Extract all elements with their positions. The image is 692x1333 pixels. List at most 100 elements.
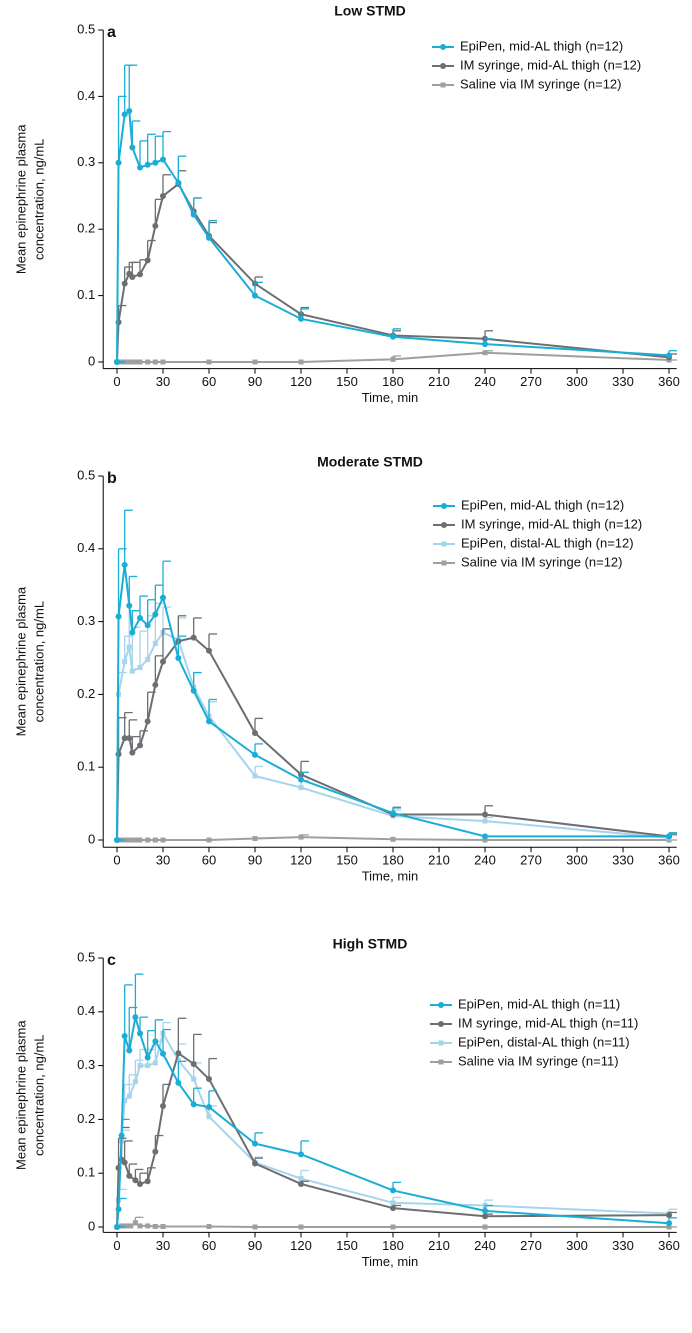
point <box>126 644 132 650</box>
y-tick-label: 0 <box>88 1218 95 1233</box>
point <box>482 1207 489 1214</box>
point <box>137 614 144 621</box>
point <box>482 341 489 348</box>
x-tick-label: 30 <box>156 853 170 868</box>
x-tick-label: 270 <box>520 1238 542 1253</box>
point <box>666 1220 673 1227</box>
y-tick-label: 0 <box>88 831 95 846</box>
series <box>114 64 678 365</box>
point <box>160 1102 167 1109</box>
legend-marker <box>441 503 447 509</box>
point <box>129 749 136 756</box>
point <box>482 1224 488 1230</box>
x-tick-label: 330 <box>612 853 634 868</box>
y-axis-label: Mean epinephrine plasma <box>13 124 28 274</box>
x-tick-label: 360 <box>658 853 680 868</box>
point <box>121 561 128 568</box>
x-tick-label: 120 <box>290 1238 312 1253</box>
point <box>160 359 166 365</box>
point <box>152 359 158 365</box>
point <box>126 1172 133 1179</box>
x-tick-label: 240 <box>474 853 496 868</box>
y-tick-label: 0.1 <box>77 287 95 302</box>
point <box>298 785 304 791</box>
point <box>190 211 197 218</box>
panel-label: b <box>107 470 117 487</box>
legend-label: Saline via IM syringe (n=11) <box>458 1053 619 1068</box>
y-axis-label: concentration, ng/mL <box>31 601 46 722</box>
legend-marker <box>438 1002 444 1008</box>
point <box>160 594 167 601</box>
point <box>145 656 151 662</box>
point <box>206 837 212 843</box>
point <box>144 1178 151 1185</box>
x-tick-label: 330 <box>612 1238 634 1253</box>
point <box>482 833 489 840</box>
point <box>115 613 122 620</box>
series <box>114 350 678 365</box>
point <box>122 659 128 665</box>
legend-label: EpiPen, mid-AL thigh (n=11) <box>458 996 620 1011</box>
point <box>137 359 143 365</box>
legend-label: IM syringe, mid-AL thigh (n=11) <box>458 1015 638 1030</box>
point <box>128 837 134 843</box>
point <box>482 811 489 818</box>
point <box>390 1200 396 1206</box>
point <box>206 1223 212 1229</box>
x-axis-label: Time, min <box>362 869 419 884</box>
point <box>175 1057 181 1063</box>
point <box>137 664 143 670</box>
point <box>206 359 212 365</box>
series <box>114 973 678 1230</box>
point <box>390 810 397 817</box>
x-tick-label: 240 <box>474 1238 496 1253</box>
y-tick-label: 0.5 <box>77 467 95 482</box>
point <box>126 602 133 609</box>
panel-label: a <box>107 24 116 41</box>
point <box>137 271 144 278</box>
x-tick-label: 240 <box>474 374 496 389</box>
point <box>144 1054 151 1061</box>
legend-marker <box>440 63 446 69</box>
x-tick-label: 120 <box>290 374 312 389</box>
point <box>252 773 258 779</box>
x-tick-label: 0 <box>113 374 120 389</box>
chart-title: Low STMD <box>334 3 406 19</box>
legend-marker <box>438 1059 444 1065</box>
point <box>132 837 138 843</box>
series-line <box>116 1016 670 1228</box>
legend-marker <box>441 522 447 528</box>
point <box>137 1223 143 1229</box>
x-tick-label: 360 <box>658 374 680 389</box>
point <box>121 1033 128 1040</box>
point <box>298 359 304 365</box>
point <box>145 1063 151 1069</box>
y-tick-label: 0.4 <box>77 540 95 555</box>
x-axis-label: Time, min <box>362 390 419 405</box>
legend-label: EpiPen, mid-AL thigh (n=12) <box>460 38 623 53</box>
point <box>126 1047 133 1054</box>
x-tick-label: 0 <box>113 1238 120 1253</box>
x-tick-label: 60 <box>202 1238 216 1253</box>
y-tick-label: 0.4 <box>77 88 95 103</box>
point <box>252 836 258 842</box>
x-tick-label: 180 <box>382 853 404 868</box>
point <box>132 1014 139 1021</box>
x-tick-label: 180 <box>382 1238 404 1253</box>
point <box>175 655 182 661</box>
point <box>390 1224 396 1230</box>
point <box>121 735 128 742</box>
panel-label: c <box>107 952 116 969</box>
x-tick-label: 330 <box>612 374 634 389</box>
legend-label: EpiPen, distal-AL thigh (n=12) <box>461 535 634 550</box>
point <box>206 718 213 725</box>
point <box>137 837 143 843</box>
series-line <box>116 109 670 363</box>
y-tick-label: 0.5 <box>77 21 95 36</box>
x-tick-label: 270 <box>520 374 542 389</box>
point <box>144 161 151 168</box>
x-tick-label: 270 <box>520 853 542 868</box>
legend-label: IM syringe, mid-AL thigh (n=12) <box>461 516 642 531</box>
point <box>298 1176 304 1182</box>
point <box>160 658 167 665</box>
